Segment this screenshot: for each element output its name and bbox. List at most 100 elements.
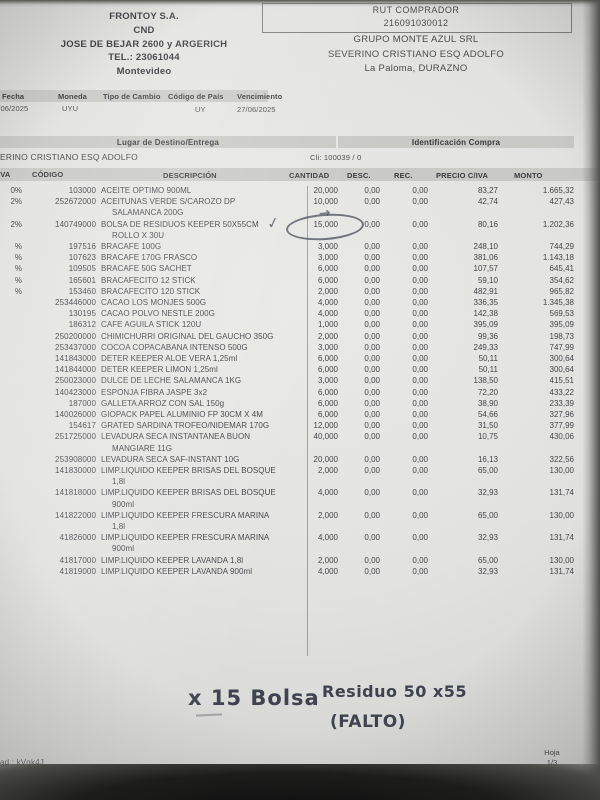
cell-descripcion: DULCE DE LECHE SALAMANCA 1KG — [101, 376, 242, 386]
cell-cantidad: 6,000 — [317, 410, 338, 419]
cell-monto: 430,06 — [549, 432, 574, 442]
cell-precio: 248,10 — [473, 242, 498, 251]
cell-descripcion: COCOA COPACABANA INTENSO 500G — [101, 342, 248, 352]
cell-descuento: 0,00 — [364, 533, 380, 543]
cell-descripcion: LIMP.LIQUIDO KEEPER BRISAS DEL BOSQUE — [101, 466, 276, 475]
cell-descuento: 0,00 — [364, 432, 380, 442]
col-header-monto: MONTO — [514, 171, 543, 180]
cell-descripcion: GIOPACK PAPEL ALUMINIO FP 30CM X 4M — [101, 410, 263, 419]
cell-monto: 747,99 — [549, 342, 574, 352]
cell-iva: % — [14, 253, 22, 263]
meta-header-band: Fecha Moneda Tipo de Cambio Código de Pa… — [0, 90, 282, 102]
cell-descripcion: LIMP.LIQUIDO KEEPER FRESCURA MARINA — [101, 510, 270, 520]
cell-precio: 99,36 — [477, 331, 498, 341]
cell-descuento: 0,00 — [364, 454, 380, 464]
cell-monto: 130,00 — [549, 555, 574, 565]
cell-rec: 0,00 — [412, 320, 428, 330]
cell-descuento: 0,00 — [364, 275, 380, 285]
cell-rec: 0,00 — [412, 354, 428, 363]
cell-cantidad: 2,000 — [317, 331, 338, 341]
supplier-name: FRONTOY S.A. — [109, 11, 179, 22]
cell-monto: 198,73 — [549, 331, 574, 341]
page-number: 1/3 — [546, 758, 558, 767]
destino-band — [0, 136, 336, 148]
cell-rec: 0,00 — [412, 387, 428, 397]
cell-precio: 395,09 — [473, 320, 498, 330]
cell-monto: 327,96 — [549, 410, 574, 419]
cell-precio: 16,13 — [477, 454, 498, 464]
cell-precio: 42,74 — [477, 197, 498, 207]
supplier-address: JOSE DE BEJAR 2600 y ARGERICH — [60, 38, 228, 50]
cell-cantidad: 12,000 — [313, 421, 338, 431]
cell-codigo: 107623 — [68, 253, 96, 263]
cell-cantidad: 2,000 — [317, 555, 338, 565]
cell-rec: 0,00 — [412, 410, 428, 419]
cell-cantidad: 2,000 — [317, 510, 338, 520]
cell-cantidad: 6,000 — [317, 264, 338, 274]
cell-precio: 381,06 — [473, 253, 498, 263]
cell-descripcion-line2: SALAMANCA 200G — [112, 208, 184, 218]
meta-value-vencimiento: 27/06/2025 — [237, 105, 276, 114]
cell-cantidad: 1,000 — [317, 320, 338, 330]
cell-descuento: 0,00 — [364, 242, 380, 251]
cell-precio: 50,11 — [478, 365, 498, 375]
cell-precio: 482,91 — [473, 286, 498, 296]
cell-codigo: 187000 — [68, 398, 96, 408]
destino-label: Lugar de Destino/Entrega — [116, 137, 220, 147]
cell-codigo: 141844000 — [55, 365, 96, 375]
cell-rec: 0,00 — [412, 331, 428, 341]
cell-codigo: 141822000 — [55, 510, 96, 520]
cell-precio: 138,50 — [473, 376, 498, 386]
cell-codigo: 41819000 — [59, 566, 96, 576]
cell-cantidad: 2,000 — [317, 286, 338, 296]
cell-monto: 965,82 — [549, 286, 574, 296]
cell-rec: 0,00 — [412, 275, 428, 285]
compra-band — [338, 136, 574, 148]
cell-monto: 1.143,18 — [542, 253, 574, 263]
cell-codigo: 140749000 — [55, 219, 96, 229]
cell-descripcion: LIMP.LIQUIDO KEEPER FRESCURA MARINA — [101, 533, 270, 543]
cell-rec: 0,00 — [412, 398, 428, 408]
cell-rec: 0,00 — [412, 242, 428, 251]
cell-descripcion: LIMP.LIQUIDO KEEPER LAVANDA 1,8l — [101, 555, 244, 565]
cell-rec: 0,00 — [412, 376, 428, 386]
cell-rec: 0,00 — [412, 454, 428, 464]
cell-descripcion-line2: MANGIARE 11G — [112, 443, 173, 453]
cell-cantidad: 4,000 — [317, 533, 338, 543]
cell-descuento: 0,00 — [364, 320, 380, 330]
handwritten-note-falto: (FALTO) — [330, 712, 406, 732]
cell-codigo: 41817000 — [59, 555, 96, 565]
photo-top-edge — [0, 0, 600, 7]
cell-cantidad: 15,000 — [313, 219, 338, 229]
cell-rec: 0,00 — [412, 510, 428, 520]
cell-cantidad: 3,000 — [317, 376, 338, 386]
cell-iva: % — [14, 286, 22, 296]
cell-descripcion-line2: 1,8l — [112, 477, 126, 487]
cell-precio: 54,66 — [477, 410, 498, 419]
cell-codigo: 252672000 — [55, 197, 96, 207]
cell-descripcion: DETER KEEPER LIMON 1,25ml — [101, 365, 218, 375]
cell-monto: 1.345,38 — [542, 298, 574, 307]
cell-monto: 427,43 — [549, 197, 574, 207]
cell-monto: 395,09 — [549, 320, 574, 330]
cell-descripcion: BRACAFE 50G SACHET — [101, 264, 192, 274]
cell-cantidad: 6,000 — [317, 398, 338, 408]
cell-rec: 0,00 — [412, 466, 428, 475]
cell-descripcion: GRATED SARDINA TROFEO/NIDEMAR 170G — [101, 421, 270, 431]
cell-cantidad: 3,000 — [317, 342, 338, 352]
cell-rec: 0,00 — [412, 432, 428, 442]
handwritten-note-quantity: x 15 Bolsa — [188, 686, 320, 710]
buyer-name: GRUPO MONTE AZUL SRL — [353, 34, 479, 45]
cell-cantidad: 4,000 — [317, 298, 338, 307]
cell-codigo: 103000 — [68, 186, 96, 195]
cell-codigo: 141818000 — [55, 488, 96, 498]
cell-cantidad: 6,000 — [317, 354, 338, 363]
buyer-city: La Paloma, DURAZNO — [364, 63, 468, 75]
col-header-codigo: CÓDIGO — [32, 170, 64, 179]
cell-cantidad: 4,000 — [317, 566, 338, 576]
meta-header-vencimiento: Vencimiento — [237, 91, 283, 101]
cell-rec: 0,00 — [412, 488, 428, 498]
table-header-band — [0, 168, 600, 181]
supplier-phone: TEL.: 23061044 — [108, 52, 180, 64]
